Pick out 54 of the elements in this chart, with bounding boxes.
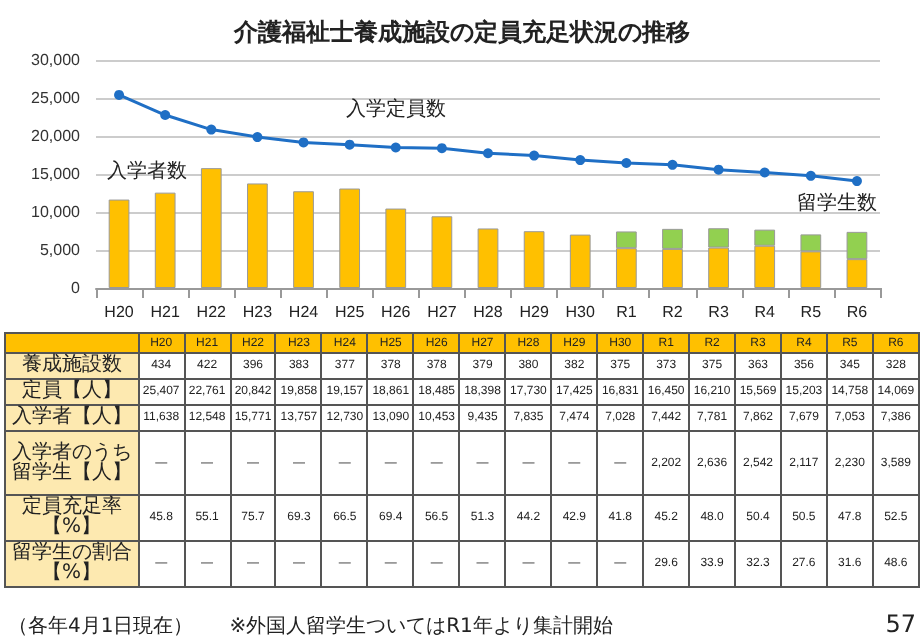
- point: [206, 124, 217, 135]
- y-tick-label: 留学生の割合【%】: [6, 542, 138, 586]
- text: （各年4月1日現在）: [8, 616, 194, 638]
- chart-title: 介護福祉士養成施設の定員充足状況の推移: [232, 18, 690, 46]
- point: [344, 139, 355, 150]
- y-tick-label: 0: [71, 279, 82, 297]
- series-label: 入学者数: [107, 158, 188, 183]
- x-tick-label: H22: [196, 303, 228, 321]
- point: [621, 157, 632, 168]
- x-tick-label: H25: [334, 303, 366, 321]
- x-tick-label: R4: [754, 303, 777, 321]
- y-tick-label: 10,000: [31, 203, 82, 221]
- x-tick-label: R5: [800, 303, 823, 321]
- x-tick-label: R2: [662, 303, 684, 321]
- point: [575, 155, 586, 166]
- x-tick-label: H26: [381, 303, 412, 321]
- x-tick-label: H20: [104, 303, 135, 321]
- series-label: 入学定員数: [345, 96, 446, 121]
- x-tick-label: H30: [565, 303, 596, 321]
- point: [529, 150, 540, 161]
- point: [436, 143, 447, 154]
- series-label: 留学生数: [796, 190, 877, 215]
- point: [851, 176, 862, 187]
- y-tick-label: 定員【人】: [6, 380, 138, 404]
- text: ※外国人留学生ついてはR1年より集計開始: [229, 616, 613, 638]
- point: [114, 89, 125, 100]
- y-tick-label: 入学者のうち留学生【人】: [6, 432, 138, 494]
- y-tick-label: 15,000: [31, 165, 82, 183]
- x-tick-label: R6: [846, 303, 869, 321]
- y-tick-label: 25,000: [31, 89, 82, 107]
- point: [805, 170, 816, 181]
- x-tick-label: H29: [519, 303, 550, 321]
- x-tick-label: H24: [288, 303, 320, 321]
- y-tick-label: 5,000: [39, 241, 82, 259]
- x-tick-label: H28: [473, 303, 504, 321]
- x-tick-label: H21: [150, 303, 181, 321]
- y-tick-label: 養成施設数: [6, 354, 138, 378]
- x-tick-label: R3: [708, 303, 730, 321]
- point: [483, 148, 493, 159]
- point: [160, 110, 171, 121]
- x-tick-label: H27: [427, 303, 458, 321]
- y-tick-label: 入学者【人】: [6, 406, 138, 430]
- y-tick-label: 30,000: [31, 51, 82, 69]
- point: [390, 142, 401, 153]
- point: [713, 164, 724, 175]
- x-tick-label: H23: [242, 303, 274, 321]
- y-tick-label: 20,000: [31, 127, 82, 145]
- x-tick-label: R1: [616, 303, 638, 321]
- point: [667, 159, 678, 170]
- text: 57: [885, 610, 916, 638]
- point: [252, 132, 263, 143]
- y-tick-label: 定員充足率【%】: [6, 496, 138, 540]
- point: [298, 137, 309, 148]
- point: [759, 167, 770, 178]
